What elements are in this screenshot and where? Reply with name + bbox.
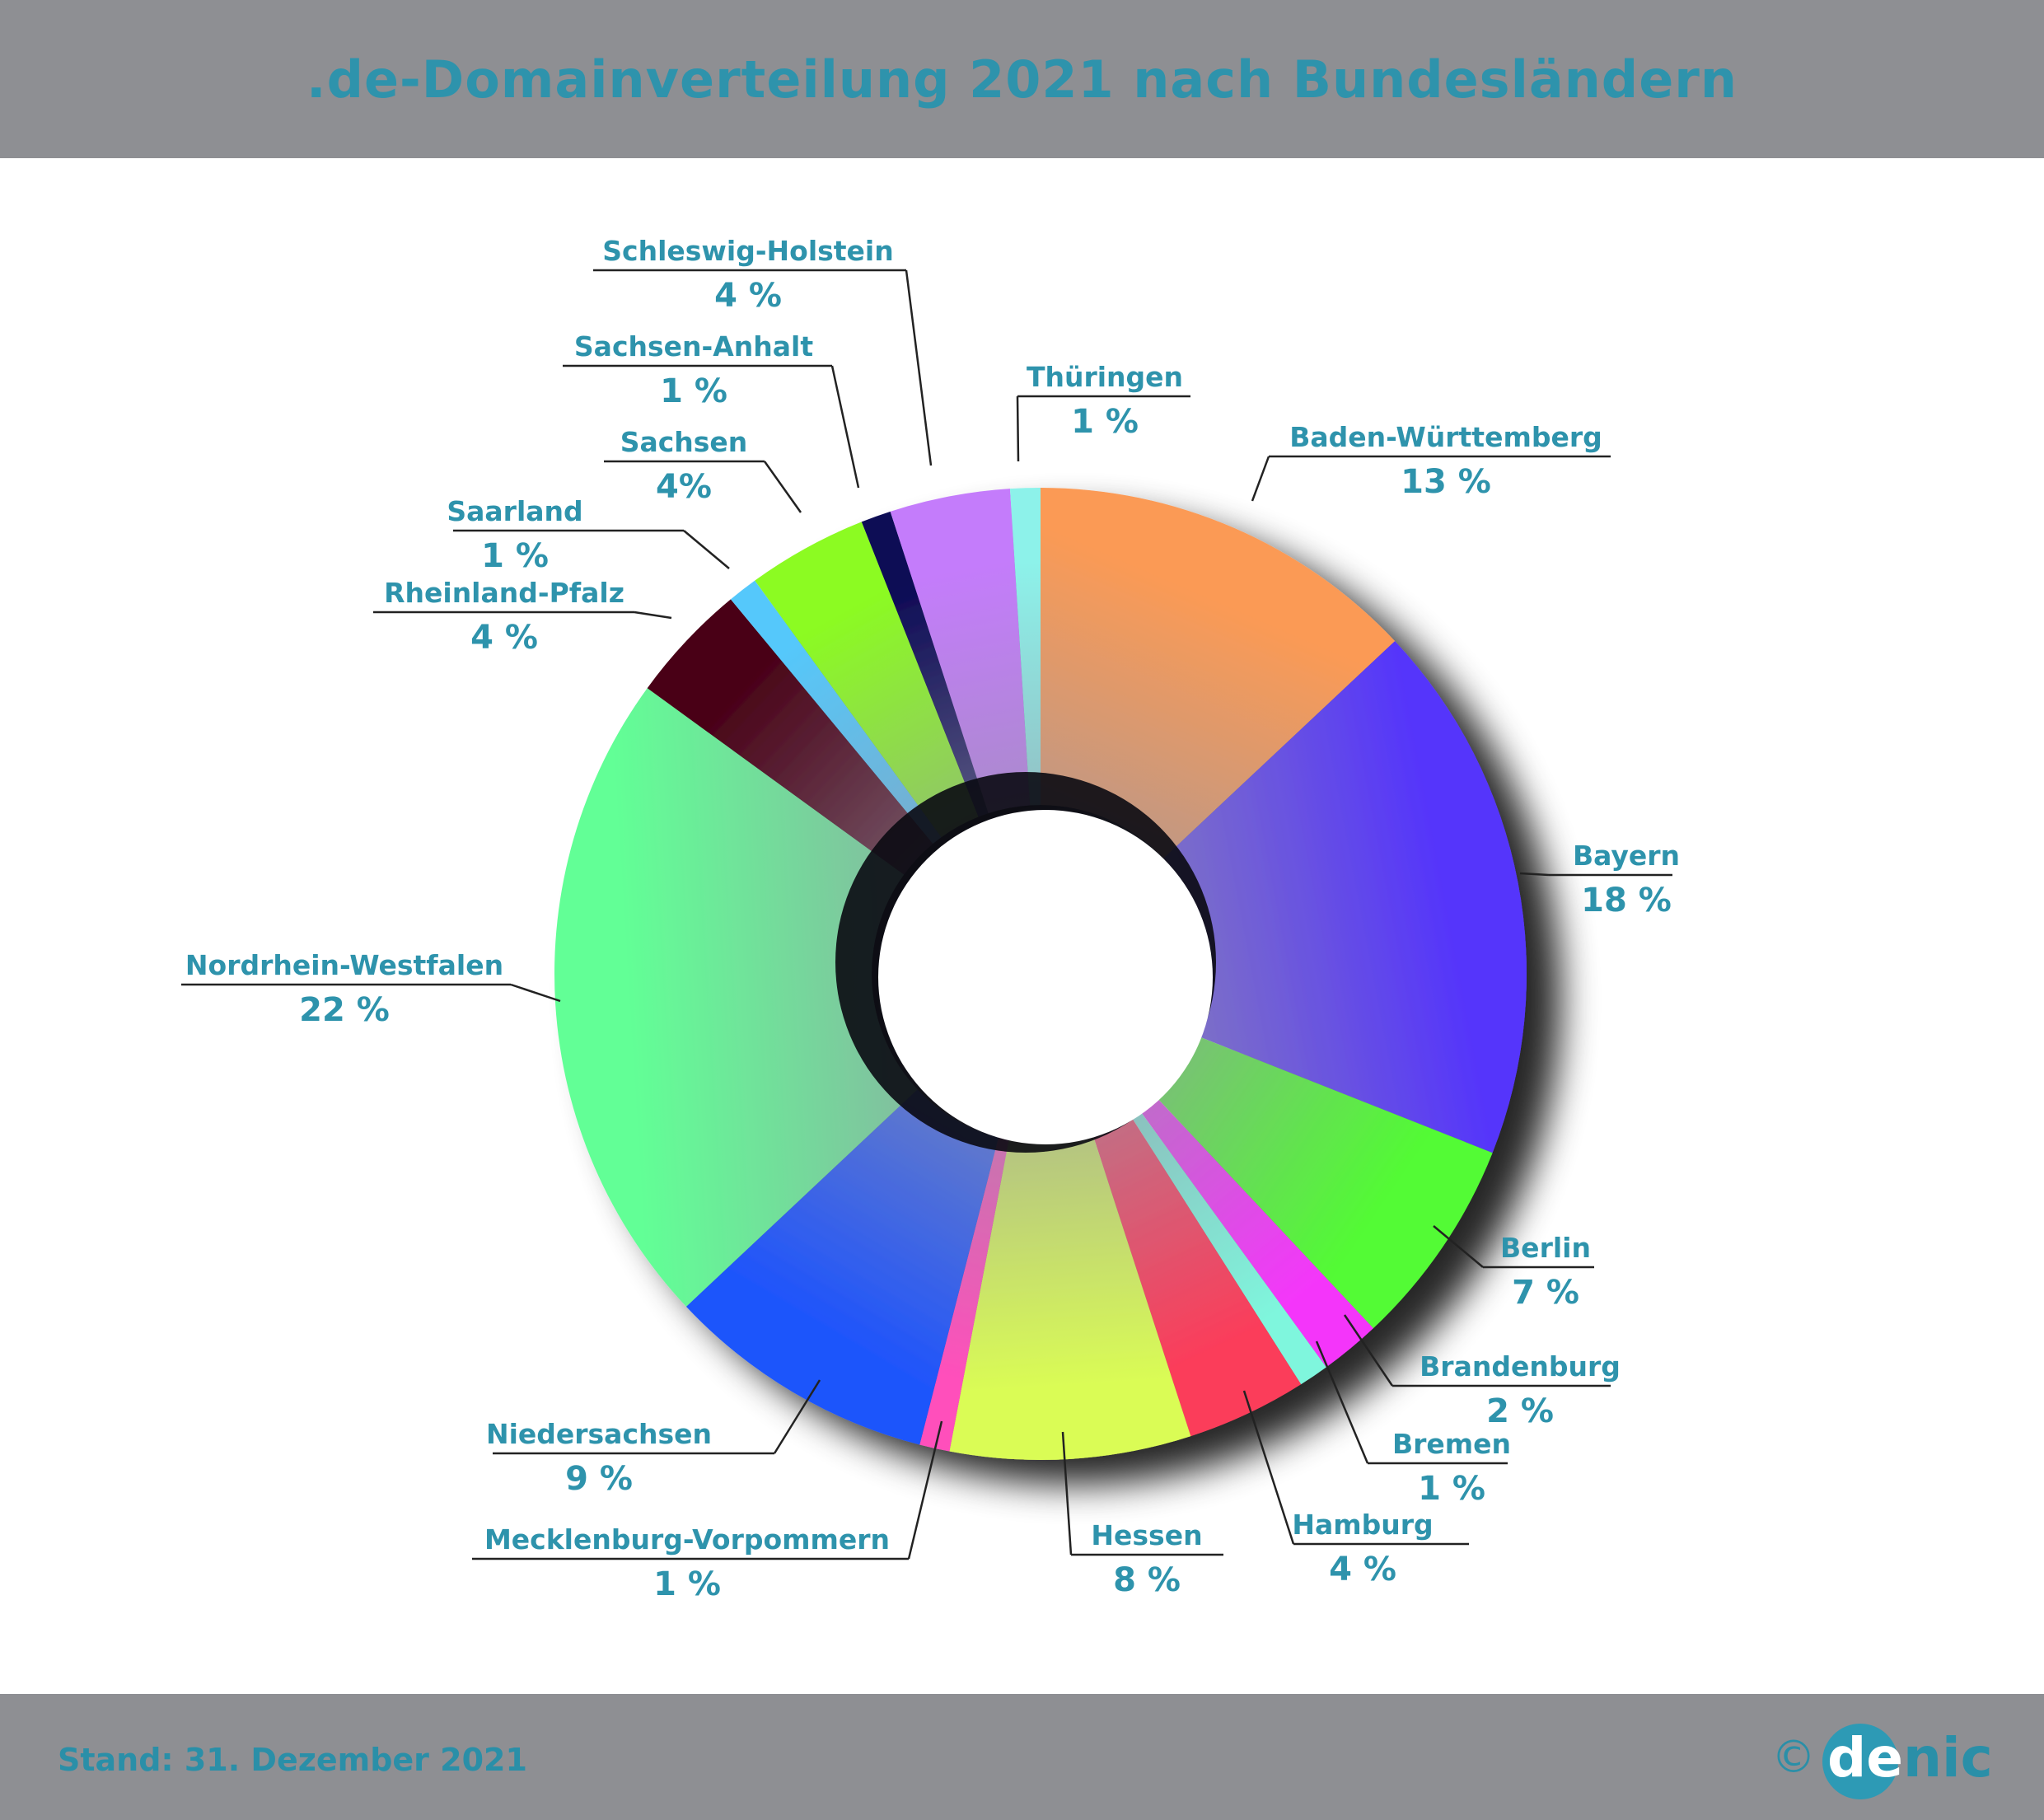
label-name-berlin: Berlin xyxy=(1500,1232,1591,1264)
label-value-rheinland-pfalz: 4 % xyxy=(470,619,538,657)
labels: Baden-Württemberg 13 % Bayern 18 % Berlin 7 %… xyxy=(181,235,1680,1603)
label-value-bremen: 1 % xyxy=(1418,1470,1485,1508)
stand-date: Stand: 31. Dezember 2021 xyxy=(58,1742,527,1778)
slice-niedersachsen xyxy=(685,1089,999,1445)
logo-text-nic: nic xyxy=(1903,1726,1993,1790)
leader-line-hessen xyxy=(1061,1431,1073,1556)
leader-line-schleswig-holstein xyxy=(905,269,933,466)
leader-line-bayern xyxy=(1519,872,1550,877)
slice-schleswig-holstein xyxy=(890,489,1031,814)
slice-saarland xyxy=(730,580,942,844)
slice-baden-w-rttemberg xyxy=(1041,488,1396,859)
slice-bremen xyxy=(1130,1110,1326,1385)
leader-line-niedersachsen xyxy=(773,1379,821,1454)
label-name-sachsen: Sachsen xyxy=(620,426,748,458)
slice-nordrhein-westfalen xyxy=(554,688,918,1307)
slice-mecklenburg-vorpommern xyxy=(919,1137,1009,1452)
slice-berlin xyxy=(1156,1036,1493,1329)
slice-brandenburg xyxy=(1139,1097,1373,1368)
leader-line-th-ringen xyxy=(1016,395,1020,462)
slice-sachsen-anhalt xyxy=(861,511,989,817)
label-value-hamburg: 4 % xyxy=(1329,1551,1396,1588)
label-value-schleswig-holstein: 4 % xyxy=(714,277,782,315)
label-value-niedersachsen: 9 % xyxy=(565,1460,633,1498)
logo-circle xyxy=(1822,1724,1898,1799)
leader-line-baden-w-rttemberg xyxy=(1251,456,1270,502)
label-name-sachsen-anhalt: Sachsen-Anhalt xyxy=(574,330,813,363)
label-name-mecklenburg-vorpommern: Mecklenburg-Vorpommern xyxy=(484,1523,890,1556)
label-name-hamburg: Hamburg xyxy=(1292,1509,1433,1541)
label-value-mecklenburg-vorpommern: 1 % xyxy=(653,1565,721,1603)
slice-bayern xyxy=(1163,641,1527,1153)
label-name-saarland: Saarland xyxy=(447,495,582,527)
leader-line-mecklenburg-vorpommern xyxy=(907,1420,943,1560)
label-name-brandenburg: Brandenburg xyxy=(1420,1350,1621,1383)
label-value-baden-w-rttemberg: 13 % xyxy=(1401,463,1491,501)
label-name-niedersachsen: Niedersachsen xyxy=(486,1418,712,1450)
leader-line-nordrhein-westfalen xyxy=(510,983,561,1003)
label-name-baden-w-rttemberg: Baden-Württemberg xyxy=(1289,421,1602,453)
label-value-hessen: 8 % xyxy=(1113,1561,1181,1599)
title-band: .de-Domainverteilung 2021 nach Bundeslän… xyxy=(0,0,2044,158)
slice-hamburg xyxy=(1092,1116,1302,1437)
leader-line-brandenburg xyxy=(1343,1314,1394,1387)
label-value-th-ringen: 1 % xyxy=(1071,403,1139,441)
leader-line-rheinland-pfalz xyxy=(634,611,672,620)
leader-line-hamburg xyxy=(1242,1390,1295,1545)
leader-line-berlin xyxy=(1433,1225,1484,1268)
slice-th-ringen xyxy=(1009,488,1041,806)
label-value-nordrhein-westfalen: 22 % xyxy=(299,991,390,1029)
leader-line-sachsen xyxy=(763,461,802,513)
slices xyxy=(554,488,1527,1460)
leader-line-sachsen-anhalt xyxy=(830,365,860,489)
leader-line-saarland xyxy=(683,530,730,569)
slice-hessen xyxy=(949,1134,1191,1460)
label-name-th-ringen: Thüringen xyxy=(1027,361,1183,393)
label-name-nordrhein-westfalen: Nordrhein-Westfalen xyxy=(185,949,503,981)
label-name-bayern: Bayern xyxy=(1573,840,1680,872)
label-name-hessen: Hessen xyxy=(1091,1519,1202,1551)
copyright-icon: © xyxy=(1771,1731,1816,1783)
slice-rheinland-pfalz xyxy=(647,599,933,875)
denic-logo: © de nic xyxy=(1771,1717,1993,1799)
hole xyxy=(878,810,1213,1144)
slice-sachsen xyxy=(755,522,979,838)
label-value-saarland: 1 % xyxy=(481,537,549,575)
label-name-schleswig-holstein: Schleswig-Holstein xyxy=(602,235,893,267)
donut-hole xyxy=(835,772,1216,1153)
label-value-sachsen: 4% xyxy=(656,468,712,506)
footer-band: Stand: 31. Dezember 2021 © de nic xyxy=(0,1694,2044,1820)
logo-text-de: de xyxy=(1827,1726,1904,1790)
label-value-bayern: 18 % xyxy=(1581,882,1672,919)
page-title: .de-Domainverteilung 2021 nach Bundeslän… xyxy=(306,49,1738,110)
leader-line-bremen xyxy=(1315,1340,1369,1464)
label-name-bremen: Bremen xyxy=(1392,1428,1511,1460)
label-value-sachsen-anhalt: 1 % xyxy=(660,372,727,410)
label-value-berlin: 7 % xyxy=(1512,1274,1579,1312)
label-name-rheinland-pfalz: Rheinland-Pfalz xyxy=(384,577,624,609)
label-value-brandenburg: 2 % xyxy=(1486,1392,1554,1430)
